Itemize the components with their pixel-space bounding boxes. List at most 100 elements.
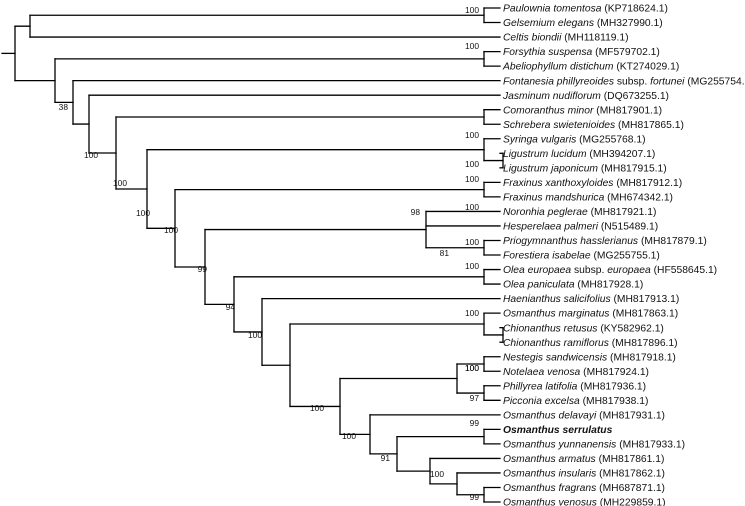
taxon-accession: (KY582962.1) [597, 323, 663, 334]
taxon-accession: (MH817938.1) [580, 396, 649, 407]
support-value: 100 [430, 469, 444, 479]
support-value: 100 [465, 41, 479, 51]
taxon-name: Jasminum nudiflorum [502, 91, 601, 102]
support-value: 100 [465, 174, 479, 184]
taxon-label: Syringa vulgaris (MG255768.1) [503, 134, 646, 145]
taxon-accession: (MH817912.1) [613, 178, 682, 189]
taxon-name: europaea [607, 265, 651, 276]
taxon-label: Ligustrum lucidum (MH394207.1) [503, 149, 655, 160]
support-value: 100 [465, 5, 479, 15]
taxon-label: Nestegis sandwicensis (MH817918.1) [503, 352, 676, 363]
taxon-name: Celtis biondii [503, 33, 562, 44]
taxon-accession: (MH817861.1) [596, 454, 665, 465]
taxon-label: Osmanthus marginatus (MH817863.1) [503, 309, 678, 320]
taxon-label: Fontanesia phillyreoides subsp. fortunei… [503, 76, 745, 87]
taxon-accession: (MH817862.1) [596, 469, 665, 480]
taxon-label: Olea europaea subsp. europaea (HF558645.… [503, 265, 717, 276]
taxon-accession: (MH817913.1) [611, 294, 680, 305]
support-value: 100 [465, 261, 479, 271]
support-value: 94 [226, 302, 236, 312]
taxon-label: Forsythia suspensa (MF579702.1) [503, 47, 660, 58]
taxon-name: Ligustrum japonicum [503, 163, 598, 174]
taxon-label: Forestiera isabelae (MG255755.1) [503, 251, 660, 262]
taxon-label: Notelaea venosa (MH817924.1) [503, 367, 649, 378]
taxon-name: Osmanthus serrulatus [503, 425, 613, 436]
taxon-name: Osmanthus insularis [503, 469, 596, 480]
taxon-accession: (MH229859.1) [597, 498, 666, 506]
support-value: 100 [310, 403, 324, 413]
taxon-accession: (MH817896.1) [609, 338, 678, 349]
taxon-accession: (MH687871.1) [596, 483, 665, 494]
taxon-label: Picconia excelsa (MH817938.1) [503, 396, 648, 407]
taxon-name: Fraxinus xanthoxyloides [503, 178, 613, 189]
taxon-name: Hesperelaea palmeri [503, 222, 599, 233]
taxon-accession: (MH674342.1) [604, 192, 673, 203]
taxon-label: Fraxinus xanthoxyloides (MH817912.1) [503, 178, 682, 189]
support-value: 81 [440, 248, 450, 258]
taxon-name: Chionanthus ramiflorus [503, 338, 609, 349]
taxon-label: Osmanthus insularis (MH817862.1) [503, 469, 665, 480]
taxon-name: Osmanthus yunnanensis [503, 440, 616, 451]
taxon-accession: (MH817928.1) [575, 280, 644, 291]
taxon-label: Chionanthus retusus (KY582962.1) [503, 323, 664, 334]
taxon-name: Chionanthus retusus [503, 323, 597, 334]
taxon-name: fortunei [650, 76, 685, 87]
support-value: 100 [465, 363, 479, 373]
support-value: 97 [470, 393, 480, 403]
taxon-name: Osmanthus delavayi [503, 410, 597, 421]
support-value: 98 [411, 207, 421, 217]
taxon-label: Priogymnanthus hasslerianus (MH817879.1) [503, 236, 707, 247]
taxon-name: Paulownia tomentosa [503, 4, 602, 15]
support-value: 100 [465, 237, 479, 247]
taxon-label: Noronhia peglerae (MH817921.1) [503, 207, 656, 218]
taxon-accession: (N515489.1) [598, 222, 658, 233]
support-value: 100 [113, 178, 127, 188]
support-value: 100 [84, 150, 98, 160]
taxon-name: Forsythia suspensa [503, 47, 593, 58]
taxon-accession: (MG255768.1) [576, 134, 645, 145]
taxon-name: Notelaea venosa [503, 367, 581, 378]
taxon-label: Phillyrea latifolia (MH817936.1) [503, 381, 646, 392]
taxon-accession: (MH817921.1) [588, 207, 657, 218]
support-value: 100 [465, 308, 479, 318]
taxon-accession: subsp. [614, 76, 650, 87]
taxon-label: Osmanthus armatus (MH817861.1) [503, 454, 664, 465]
taxon-label: Jasminum nudiflorum (DQ673255.1) [502, 91, 669, 102]
taxon-accession: (MG255754.1) [684, 76, 745, 87]
taxon-name: Nestegis sandwicensis [503, 352, 607, 363]
taxon-name: Osmanthus fragrans [503, 483, 596, 494]
taxon-accession: subsp. [571, 265, 607, 276]
taxon-name: Osmanthus venosus [503, 498, 597, 506]
taxon-label: Paulownia tomentosa (KP718624.1) [503, 4, 668, 15]
taxon-label: Hesperelaea palmeri (N515489.1) [503, 222, 658, 233]
taxon-name: Forestiera isabelae [503, 251, 591, 262]
taxon-name: Abeliophyllum distichum [502, 62, 614, 73]
taxon-label: Comoranthus minor (MH817901.1) [503, 105, 662, 116]
taxon-accession: (MH817915.1) [598, 163, 667, 174]
taxon-accession: (MH817863.1) [609, 309, 678, 320]
taxon-accession: (MH817879.1) [638, 236, 707, 247]
taxon-accession: (DQ673255.1) [601, 91, 669, 102]
taxon-label: Fraxinus mandshurica (MH674342.1) [503, 192, 673, 203]
support-value: 100 [136, 208, 150, 218]
taxon-accession: (MH118119.1) [561, 33, 628, 44]
support-value: 100 [465, 159, 479, 169]
support-value: 38 [59, 102, 69, 112]
taxon-name: Olea europaea [503, 265, 571, 276]
taxon-name: Priogymnanthus hasslerianus [503, 236, 638, 247]
taxon-name: Osmanthus marginatus [503, 309, 609, 320]
taxon-label: Osmanthus serrulatus [503, 425, 613, 436]
taxon-accession: (MH817936.1) [577, 381, 646, 392]
taxon-label: Osmanthus venosus (MH229859.1) [503, 498, 666, 506]
support-value: 99 [470, 418, 480, 428]
taxon-accession: (KP718624.1) [601, 4, 667, 15]
taxon-name: Haenianthus salicifolius [503, 294, 611, 305]
taxon-name: Schrebera swietenioides [503, 120, 615, 131]
taxon-label: Ligustrum japonicum (MH817915.1) [503, 163, 667, 174]
taxon-name: Noronhia peglerae [503, 207, 588, 218]
support-value: 100 [164, 225, 178, 235]
taxon-name: Picconia excelsa [503, 396, 580, 407]
taxon-accession: (MH327990.1) [594, 18, 663, 29]
taxon-name: Osmanthus armatus [503, 454, 596, 465]
